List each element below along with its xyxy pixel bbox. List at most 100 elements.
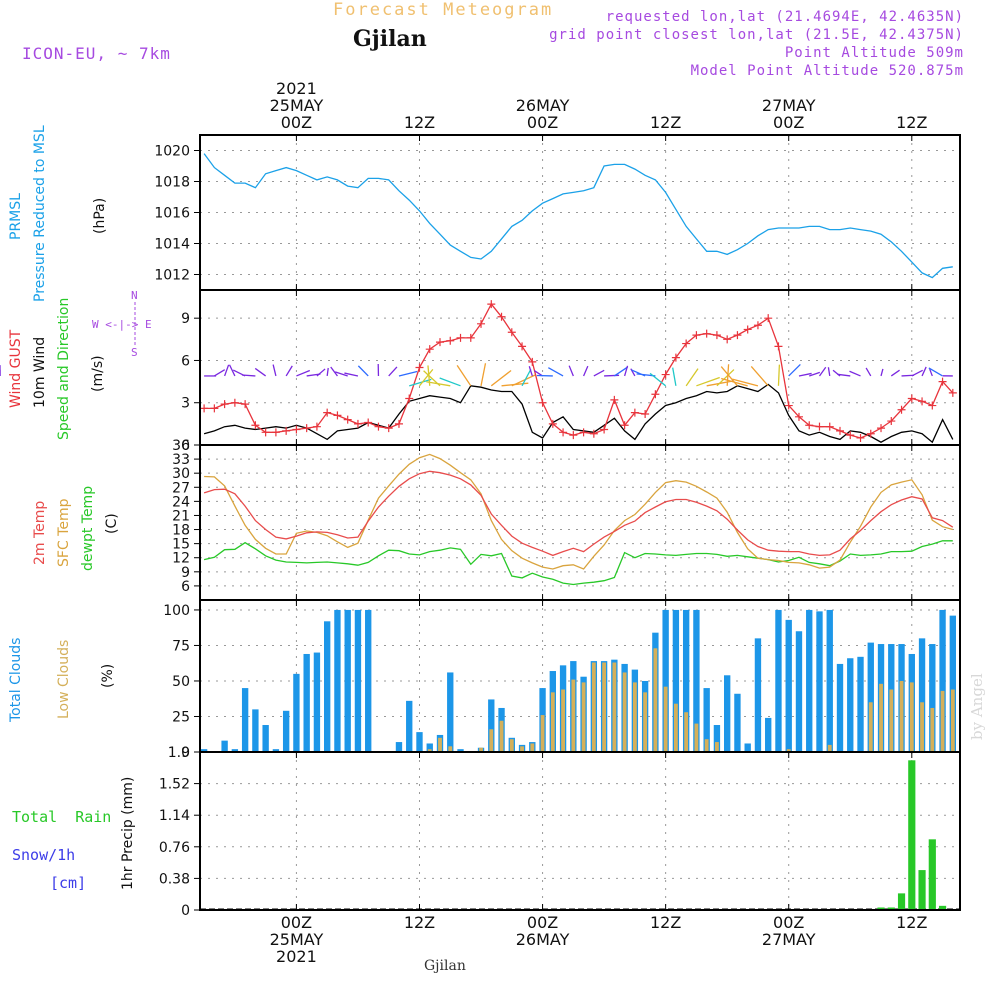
wind-gust-marker <box>271 428 280 437</box>
wind-direction-arrow <box>326 367 329 377</box>
y-tick-label: 0.76 <box>159 840 190 856</box>
wind-gust-marker <box>220 400 229 409</box>
wind-direction-arrow <box>890 369 900 377</box>
wind-direction-arrow <box>849 370 861 377</box>
time-axis-bottom-label: 00Z <box>773 913 804 932</box>
wind-gust-marker <box>682 339 691 348</box>
y-tick-label: 18 <box>172 523 190 539</box>
wind-gust-marker <box>764 314 773 323</box>
low-cloud-bar <box>632 682 637 752</box>
time-axis-bottom-label: 26MAY <box>516 930 570 949</box>
temp-sfc-line <box>204 453 953 570</box>
wind-direction-arrow <box>604 374 620 377</box>
y-tick-label: 75 <box>172 638 190 654</box>
wind-gust-marker <box>610 395 619 404</box>
wind-gust-marker <box>651 390 660 399</box>
total-cloud-bar <box>447 672 454 752</box>
y-tick-label: 1018 <box>154 175 190 191</box>
wind-gust-marker <box>436 338 444 347</box>
wind-direction-arrow <box>254 367 267 377</box>
rain-bar <box>918 870 926 910</box>
time-axis-bottom-label: 12Z <box>650 913 681 932</box>
low-cloud-bar <box>684 712 689 752</box>
time-axis-top-label: 12Z <box>404 113 435 132</box>
wind-gust-marker <box>948 388 957 397</box>
wind-gust-marker <box>784 401 793 410</box>
wind-direction-arrow <box>357 365 369 377</box>
wind-direction-arrow <box>214 369 226 377</box>
wind-gust-marker <box>600 425 609 434</box>
wind-gust-marker <box>446 336 455 345</box>
wind-direction-arrow <box>809 371 821 377</box>
wind-gust-marker <box>241 400 250 409</box>
time-axis-bottom-label: 27MAY <box>762 930 816 949</box>
pressure-label-msl: Pressure Reduced to MSL <box>32 125 48 302</box>
wind-direction-arrow <box>344 372 359 377</box>
low-cloud-bar <box>612 662 617 752</box>
wind-direction-arrow <box>788 363 801 377</box>
wind-gust-marker <box>477 319 486 328</box>
precip-unit: 1hr Precip (mm) <box>120 776 136 890</box>
wind-direction-arrow <box>827 367 831 377</box>
wind-gust-marker <box>620 421 629 430</box>
low-cloud-bar <box>622 672 627 752</box>
grid-point-coords: grid point closest lon,lat (21.5E, 42.43… <box>549 27 964 43</box>
footer-location: Gjilan <box>424 958 466 974</box>
total-cloud-bar <box>734 693 741 752</box>
model-name: ICON-EU, ~ 7km <box>22 44 171 63</box>
time-axis-bottom-label: 00Z <box>281 913 312 932</box>
y-tick-label: 33 <box>172 452 190 468</box>
rain-bar <box>938 905 947 910</box>
total-cloud-bar <box>744 743 751 752</box>
precip-snow-label: Snow/1h <box>12 846 76 864</box>
wind-direction-arrow <box>582 365 589 377</box>
wind-direction-arrow <box>721 377 748 387</box>
wind-gust-marker <box>692 331 701 340</box>
wind-gust-marker <box>805 421 814 430</box>
total-cloud-bar <box>365 609 372 752</box>
total-cloud-bar <box>457 749 464 752</box>
location-title: Gjilan <box>353 26 427 52</box>
wind-direction-arrow <box>528 366 533 377</box>
time-axis-top-label: 25MAY <box>270 96 324 115</box>
total-cloud-bar <box>488 699 495 752</box>
low-cloud-bar <box>694 723 699 752</box>
low-cloud-bar <box>509 739 514 752</box>
wind-direction-arrow <box>296 369 311 377</box>
wind-gust-marker <box>292 425 301 434</box>
y-tick-label: 1014 <box>154 237 190 253</box>
total-cloud-bar <box>334 609 341 752</box>
wind-direction-arrow <box>921 366 927 377</box>
low-cloud-bar <box>653 648 658 752</box>
wind-gust-marker <box>938 377 947 386</box>
wind-direction-arrow <box>439 377 461 387</box>
y-tick-label: 6 <box>181 353 190 369</box>
low-cloud-bar <box>571 679 576 752</box>
wind-gust-marker <box>456 333 465 342</box>
wind-gust-marker <box>579 428 588 437</box>
wind-gust-marker <box>641 410 650 418</box>
total-cloud-bar <box>682 609 690 752</box>
low-cloud-bar <box>673 703 678 752</box>
total-cloud-bar <box>754 638 762 752</box>
time-axis-top-label: 12Z <box>650 113 681 132</box>
wind-direction-arrow <box>818 366 827 377</box>
wind-gust-marker <box>723 335 732 344</box>
y-tick-label: 1012 <box>154 268 190 284</box>
pressure-unit: (hPa) <box>92 197 108 234</box>
wind-direction-arrow <box>426 381 451 387</box>
y-tick-label: 0.38 <box>159 871 190 887</box>
wind-direction-arrow <box>928 367 943 377</box>
wind-gust-marker <box>887 417 896 426</box>
clouds-low-label: Low Clouds <box>56 639 72 719</box>
wind-direction-arrow <box>272 364 277 377</box>
low-cloud-bar <box>499 720 504 752</box>
rain-bar <box>908 760 916 910</box>
y-tick-label: 24 <box>172 494 190 510</box>
y-tick-label: 27 <box>172 480 190 496</box>
wind-direction-arrow <box>409 378 432 387</box>
wind-direction-arrow <box>241 374 256 377</box>
total-cloud-bar <box>765 717 772 752</box>
wind-gust-marker <box>497 312 506 321</box>
